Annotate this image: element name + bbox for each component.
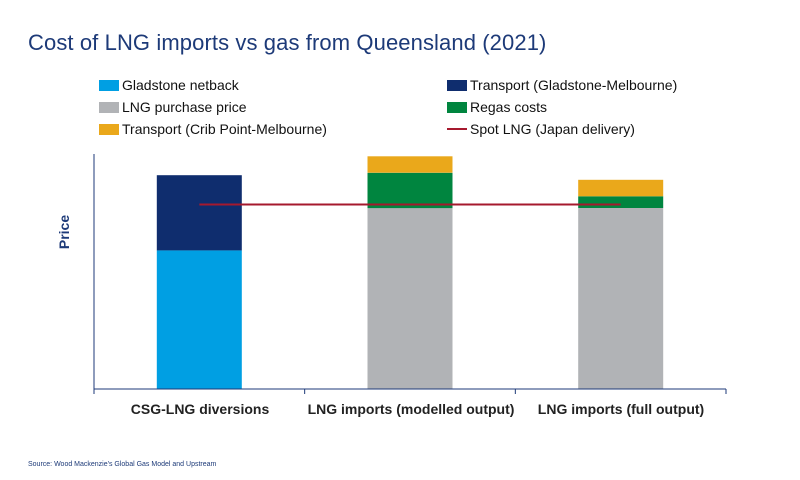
legend-swatch [99,79,119,91]
legend-item-regas-costs: Regas costs [447,98,547,116]
legend-swatch [447,101,467,113]
chart-title: Cost of LNG imports vs gas from Queensla… [28,30,547,55]
x-tick-label: CSG-LNG diversions [130,401,270,417]
legend-item-spot-lng-japan-delivery: Spot LNG (Japan delivery) [447,120,635,138]
legend-swatch [99,101,119,113]
legend-swatch [99,123,119,135]
legend-label: Transport (Crib Point-Melbourne) [122,121,327,137]
bar-segment-regas-costs [578,196,664,208]
x-tick-label: LNG imports (full output) [537,401,705,417]
legend-label: LNG purchase price [122,99,247,115]
legend-label: Regas costs [470,99,548,115]
x-tick-label: LNG imports (modelled output) [307,401,515,417]
legend-item-lng-purchase-price: LNG purchase price [99,98,247,116]
bar-segment-transport-gladstone-melbourne [156,175,242,251]
source-note: Source: Wood Mackenzie's Global Gas Mode… [28,461,217,468]
legend-label: Gladstone netback [122,77,239,93]
legend-item-transport-crib-point-melbourne: Transport (Crib Point-Melbourne) [99,120,327,138]
bar-segment-lng-purchase-price [578,208,664,389]
bar-segment-transport-crib-point-melbourne [367,156,453,173]
legend-item-gladstone-netback: Gladstone netback [99,76,239,94]
bar-segment-regas-costs [367,172,453,209]
legend-item-transport-gladstone-melbourne: Transport (Gladstone-Melbourne) [447,76,677,94]
legend-swatch [447,79,467,91]
bar-segment-gladstone-netback [156,250,242,389]
legend-label: Spot LNG (Japan delivery) [470,121,635,137]
bar-segment-transport-crib-point-melbourne [578,179,664,197]
bar-segment-lng-purchase-price [367,208,453,389]
legend-label: Transport (Gladstone-Melbourne) [470,77,678,93]
legend-line-swatch [447,128,467,130]
